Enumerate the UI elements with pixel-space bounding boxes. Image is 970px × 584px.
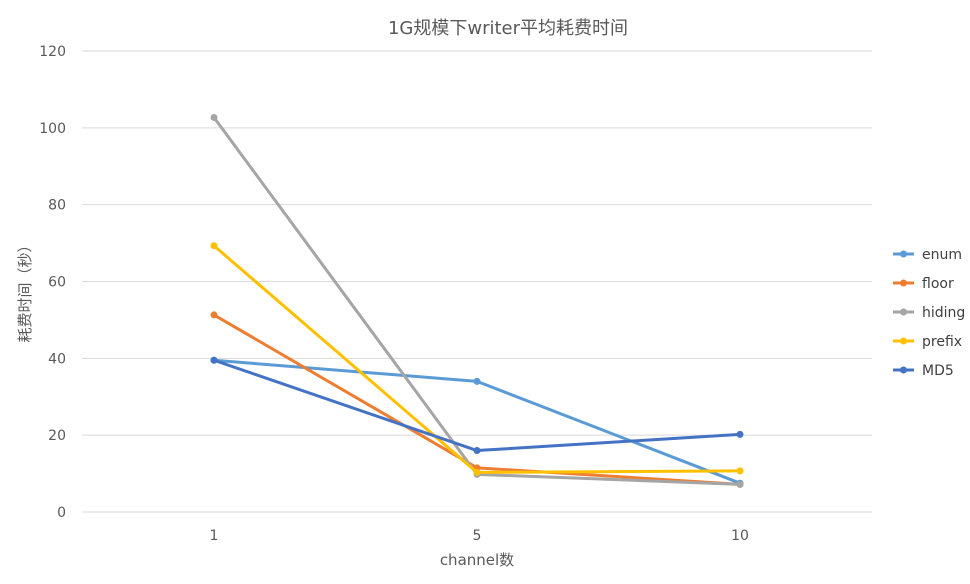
x-tick-label: 1 [210,528,219,544]
x-tick-label: 5 [473,528,482,544]
gridlines [82,50,872,513]
legend-label: MD5 [922,363,954,379]
y-tick-label: 100 [39,121,66,137]
legend-label: enum [922,247,962,263]
data-point-hiding [210,113,218,121]
legend-item-floor: floor [893,276,954,292]
data-point-MD5 [210,356,218,364]
series-line-floor [212,313,742,486]
y-tick-label: 20 [48,428,66,444]
legend-item-MD5: MD5 [893,363,954,379]
series-lines [210,113,744,488]
y-axis-ticks: 0 20 40 60 80 100 120 [39,44,66,521]
series-line-hiding [212,115,742,486]
data-point-MD5 [473,447,481,455]
data-point-enum [473,377,481,385]
legend-item-prefix: prefix [893,334,962,350]
legend-label: prefix [922,334,962,350]
chart-title: 1G规模下writer平均耗费时间 [388,18,628,39]
y-tick-label: 60 [48,275,66,291]
x-axis-label: channel数 [440,551,514,569]
legend-marker [900,279,907,287]
data-point-prefix [736,467,744,475]
data-point-floor [210,311,218,319]
legend-marker [900,366,907,374]
data-point-MD5 [736,430,744,438]
y-tick-label: 120 [39,44,66,60]
y-axis-label: 耗费时间（秒） [16,237,34,342]
legend-marker [900,337,907,345]
data-point-hiding [736,480,744,488]
x-axis-ticks: 1 5 10 [210,528,749,544]
series-line-MD5 [212,358,742,453]
legend-item-hiding: hiding [893,305,965,321]
y-tick-label: 80 [48,198,66,214]
y-tick-label: 40 [48,351,66,367]
y-tick-label: 0 [57,505,66,521]
legend-marker [900,250,907,258]
legend-marker [900,308,907,316]
data-point-prefix [210,242,218,250]
legend-label: floor [922,276,954,292]
x-tick-label: 10 [731,528,749,544]
legend: enum floor hiding prefix MD5 [893,247,965,379]
legend-item-enum: enum [893,247,962,263]
legend-label: hiding [922,305,965,321]
data-point-prefix [473,468,481,476]
